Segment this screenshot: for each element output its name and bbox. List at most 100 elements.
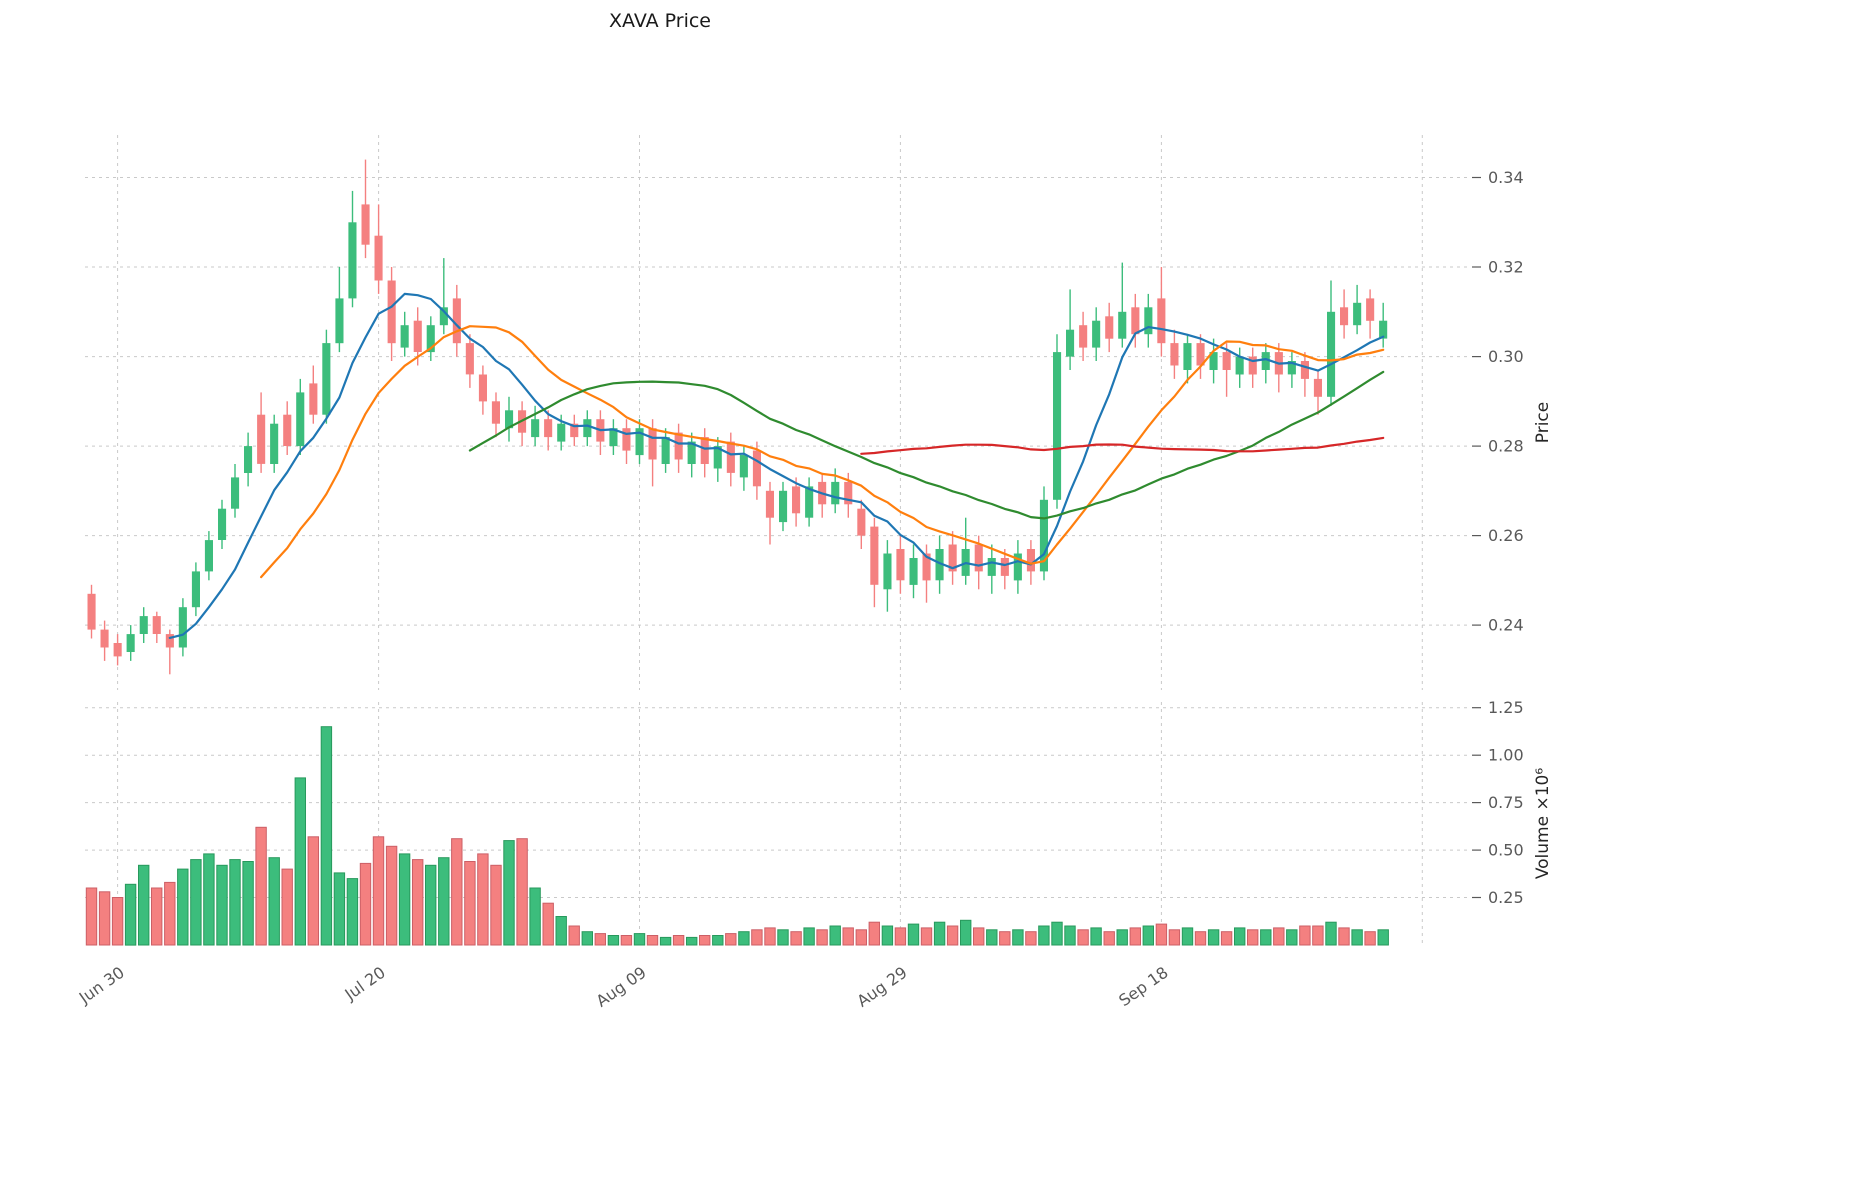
price-axis-title: Price: [1533, 402, 1553, 443]
candle-body: [896, 549, 905, 581]
candle-body: [1039, 499, 1048, 572]
volume-bar: [933, 921, 946, 946]
volume-bar: [777, 929, 789, 946]
candle-body: [739, 455, 748, 478]
candle-body: [1300, 361, 1309, 379]
gridlines: [85, 135, 1468, 945]
candle-body: [400, 325, 409, 348]
volume-bar: [464, 861, 476, 946]
volume-bar: [738, 931, 750, 946]
volume-bar: [1155, 923, 1168, 946]
candle-body: [1261, 352, 1270, 370]
price-tick-label: 0.26: [1488, 526, 1524, 545]
volume-bar: [907, 923, 920, 946]
price-tick-label: 0.34: [1488, 168, 1524, 187]
volume-bar: [751, 929, 763, 946]
volume-bar: [960, 919, 972, 946]
candle-body: [609, 428, 618, 447]
volume-bar: [98, 891, 111, 946]
volume-bar: [1377, 929, 1389, 946]
x-tick-label: Aug 29: [853, 963, 910, 1011]
volume-bar: [1025, 931, 1037, 946]
volume-bar: [85, 887, 98, 946]
candle-body: [426, 325, 435, 353]
volume-tick-label: 0.75: [1488, 793, 1524, 812]
candle-body: [909, 558, 918, 585]
candle-body: [413, 320, 422, 352]
candle-body: [570, 423, 579, 438]
volume-bar: [712, 935, 724, 946]
volume-bar: [111, 897, 124, 946]
candle-body: [1131, 307, 1140, 335]
volume-bar: [1207, 929, 1220, 946]
volume-bar: [764, 927, 776, 946]
volume-bar: [1299, 925, 1311, 946]
volume-bar: [894, 927, 907, 946]
candle-body: [713, 446, 722, 469]
volume-bar: [255, 826, 267, 946]
volume-bar: [999, 931, 1011, 946]
volume-bar: [477, 853, 489, 946]
price-tick-label: 0.32: [1488, 258, 1524, 277]
volume-bar: [333, 872, 346, 946]
candle-body: [191, 571, 200, 608]
volume-bar: [1181, 927, 1194, 946]
candle-body: [505, 410, 514, 429]
volume-bar: [425, 864, 437, 946]
volume-bar: [398, 853, 411, 946]
candle-body: [779, 490, 788, 523]
volume-bar: [725, 933, 737, 946]
candle-body: [635, 428, 644, 456]
volume-bar: [542, 902, 554, 946]
candle-body: [700, 437, 709, 464]
volume-bar: [620, 935, 633, 946]
volume-bar: [138, 864, 150, 946]
volume-bar: [973, 927, 985, 946]
volume-bar: [555, 916, 567, 946]
volume-bar: [790, 931, 802, 946]
volume-bar: [190, 859, 202, 946]
volume-bar: [451, 838, 463, 946]
volume-bar: [842, 927, 854, 946]
volume-bar: [1129, 927, 1141, 946]
candle-body: [531, 419, 540, 438]
volume-bar: [1103, 931, 1115, 946]
candle-body: [831, 481, 840, 505]
candle-body: [1092, 320, 1101, 348]
candle-body: [1379, 320, 1388, 339]
volume-bar: [385, 845, 398, 946]
volume-bar: [412, 859, 424, 946]
candle-body: [257, 414, 266, 464]
volume-bar: [516, 838, 528, 946]
volume-bar: [438, 857, 450, 946]
volume-bar: [1260, 929, 1272, 946]
volume-bar: [633, 933, 646, 946]
volume-bar: [1247, 929, 1259, 946]
price-tick-label: 0.28: [1488, 437, 1524, 456]
volume-bar: [946, 925, 959, 946]
candle-body: [1183, 343, 1192, 370]
volume-bar: [320, 726, 333, 946]
candle-body: [387, 280, 396, 344]
volume-bar: [1234, 927, 1246, 946]
candle-body: [244, 446, 253, 473]
candle-body: [805, 486, 814, 518]
candle-body: [231, 477, 240, 509]
volume-bars: [85, 726, 1389, 946]
candle-body: [309, 383, 318, 415]
candle-body: [1196, 343, 1205, 366]
volume-bar: [1338, 927, 1350, 946]
volume-bar: [294, 777, 307, 946]
volume-bar: [920, 927, 933, 946]
candle-body: [974, 544, 983, 572]
volume-bar: [1077, 929, 1089, 946]
volume-bar: [803, 927, 815, 946]
candle-body: [100, 629, 109, 648]
candle-body: [987, 558, 996, 576]
volume-bar: [164, 881, 176, 946]
candle-body: [1313, 378, 1322, 397]
volume-bar: [1325, 921, 1337, 946]
candle-body: [1118, 311, 1127, 339]
volume-bar: [881, 925, 894, 946]
volume-bar: [1273, 927, 1285, 946]
